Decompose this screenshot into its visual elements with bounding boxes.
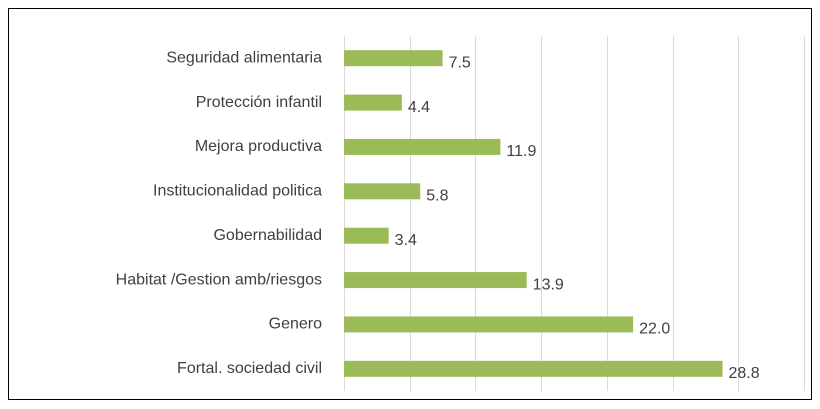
data-label: 5.8: [426, 188, 448, 205]
data-label: 28.8: [729, 365, 760, 382]
bar: [344, 316, 634, 333]
data-label: 3.4: [395, 232, 417, 249]
y-tick-label: Fortal. sociedad civil: [177, 360, 322, 377]
data-label: 7.5: [449, 54, 471, 71]
data-label: 11.9: [506, 143, 536, 160]
data-label: 22.0: [639, 321, 670, 338]
y-tick-label: Mejora productiva: [195, 138, 322, 155]
bar: [344, 94, 402, 111]
bar: [344, 183, 421, 200]
y-tick-label: Protección infantil: [196, 94, 322, 111]
bar: [344, 272, 527, 289]
bar: [344, 227, 389, 244]
bar: [344, 360, 723, 377]
bar: [344, 50, 443, 67]
y-tick-label: Institucionalidad politica: [153, 183, 322, 200]
y-tick-label: Seguridad alimentaria: [166, 49, 322, 66]
data-label: 4.4: [408, 99, 430, 116]
data-label: 13.9: [533, 276, 564, 293]
bar: [344, 138, 501, 155]
y-tick-label: Genero: [269, 316, 322, 333]
y-tick-label: Gobernabilidad: [213, 227, 322, 244]
y-tick-label: Habitat /Gestion amb/riesgos: [116, 271, 322, 288]
